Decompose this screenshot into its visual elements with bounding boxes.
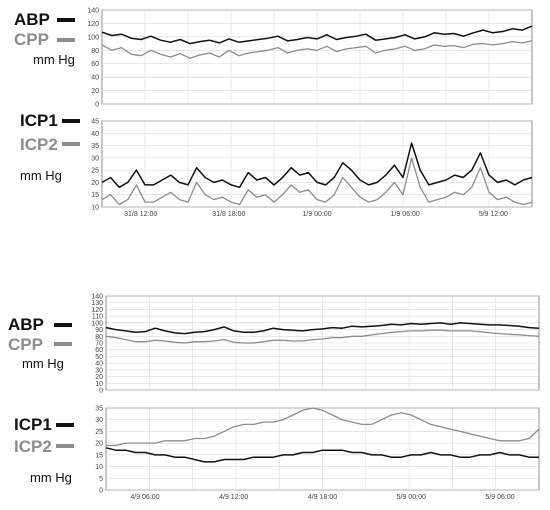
x-tick-label: 1/9 00:00 (302, 211, 331, 218)
y-tick-label: 25 (95, 429, 103, 436)
y-tick-label: 30 (95, 417, 103, 424)
x-axis-ticks: 31/8 12:00 31/8 18:00 1/9 00:00 1/9 06:00 5/… (124, 211, 508, 218)
series-group (101, 25, 533, 59)
unit-label: mm Hg (30, 470, 72, 485)
y-tick-label: 25 (91, 168, 99, 175)
legend-label-icp2: ICP2 (20, 135, 58, 154)
unit-label: mm Hg (22, 356, 64, 371)
y-tick-label: 15 (91, 192, 99, 199)
panel-icp-top: 10 15 20 25 30 35 40 45 31/8 12:00 31/8 18:00 1/9… (20, 111, 533, 218)
x-tick-label: 5/9 00:00 (397, 494, 426, 501)
y-tick-label: 140 (87, 8, 99, 15)
y-tick-label: 35 (95, 406, 103, 413)
series-line-icp1 (105, 447, 539, 463)
x-tick-label: 5/9 12:00 (479, 211, 508, 218)
series-line-abp (105, 322, 540, 335)
y-tick-label: 60 (91, 61, 99, 68)
legend-label-cpp: CPP (8, 335, 43, 354)
x-axis-ticks: 4/9 06:00 4/9 12:00 4/9 18:00 5/9 00:00 5/9 … (130, 494, 514, 501)
series-line-icp2 (101, 157, 533, 206)
y-tick-label: 50 (95, 354, 103, 361)
panel-icp-bottom: 0 5 10 15 20 25 30 35 4/9 06:00 4/9 12:00 4/9 18:… (14, 406, 540, 501)
x-tick-label: 5/9 06:00 (485, 494, 514, 501)
x-tick-label: 31/8 18:00 (212, 211, 245, 218)
series-group (105, 322, 540, 344)
series-line-abp (101, 25, 533, 45)
legend-label-abp: ABP (8, 315, 44, 334)
x-tick-label: 4/9 18:00 (308, 494, 337, 501)
y-tick-label: 0 (99, 488, 103, 495)
y-tick-label: 20 (91, 180, 99, 187)
y-tick-label: 0 (95, 102, 99, 109)
series-line-icp1 (101, 142, 533, 189)
y-tick-label: 40 (91, 131, 99, 138)
x-tick-label: 4/9 06:00 (130, 494, 159, 501)
y-tick-label: 100 (91, 320, 103, 327)
y-tick-label: 100 (87, 34, 99, 41)
y-tick-label: 45 (91, 119, 99, 126)
y-axis-ticks: 0 20 40 60 80 100 120 140 (87, 8, 99, 109)
series-line-cpp (101, 40, 533, 59)
legend-label-icp1: ICP1 (14, 415, 52, 434)
y-tick-label: 40 (91, 75, 99, 82)
y-tick-label: 90 (95, 327, 103, 334)
grid-lines (106, 295, 539, 391)
legend-label-cpp: CPP (14, 30, 49, 49)
y-tick-label: 120 (91, 307, 103, 314)
y-tick-label: 30 (91, 155, 99, 162)
grid-lines (106, 407, 539, 491)
y-tick-label: 10 (91, 205, 99, 212)
y-axis-ticks: 10 15 20 25 30 35 40 45 (91, 119, 99, 212)
y-tick-label: 35 (91, 143, 99, 150)
grid-lines (102, 120, 532, 208)
x-tick-label: 31/8 12:00 (124, 211, 157, 218)
y-tick-label: 80 (95, 334, 103, 341)
y-tick-label: 30 (95, 367, 103, 374)
series-line-cpp (105, 329, 540, 344)
y-tick-label: 20 (95, 441, 103, 448)
series-line-icp2 (106, 407, 540, 447)
x-tick-label: 1/9 06:00 (391, 211, 420, 218)
y-tick-label: 0 (99, 388, 103, 395)
y-tick-label: 60 (95, 347, 103, 354)
y-tick-label: 140 (91, 294, 103, 301)
legend-label-icp2: ICP2 (14, 437, 52, 456)
y-tick-label: 70 (95, 341, 103, 348)
y-tick-label: 120 (87, 21, 99, 28)
x-tick-label: 4/9 12:00 (219, 494, 248, 501)
y-tick-label: 10 (95, 381, 103, 388)
series-group (105, 407, 540, 463)
legend-label-icp1: ICP1 (20, 111, 58, 130)
y-tick-label: 15 (95, 452, 103, 459)
y-tick-label: 40 (95, 361, 103, 368)
legend-label-abp: ABP (14, 10, 50, 29)
y-tick-label: 20 (95, 374, 103, 381)
y-tick-label: 10 (95, 464, 103, 471)
unit-label: mm Hg (33, 52, 75, 67)
y-tick-label: 80 (91, 48, 99, 55)
y-tick-label: 5 (99, 476, 103, 483)
y-tick-label: 20 (91, 88, 99, 95)
y-tick-label: 130 (91, 300, 103, 307)
y-axis-ticks: 0 5 10 15 20 25 30 35 (95, 406, 103, 495)
y-tick-label: 110 (92, 314, 103, 321)
panel-abp-cpp-top: 0 20 40 60 80 100 120 140 ABP CPP mm Hg (14, 8, 533, 109)
unit-label: mm Hg (20, 168, 62, 183)
series-group (101, 142, 533, 206)
